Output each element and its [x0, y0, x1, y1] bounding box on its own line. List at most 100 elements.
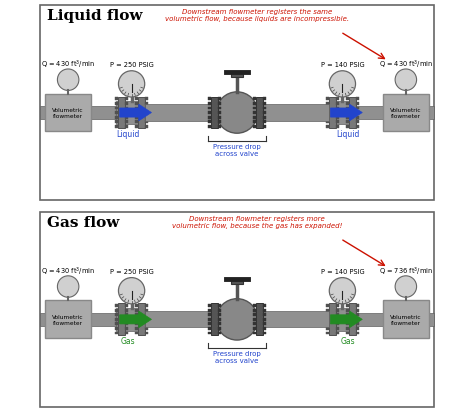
- Bar: [145, 103, 148, 106]
- Text: Downstream flowmeter registers the same
volumetric flow, because liquids are inc: Downstream flowmeter registers the same …: [165, 9, 349, 22]
- Bar: [350, 313, 383, 326]
- Bar: [326, 318, 329, 321]
- Bar: [356, 332, 359, 335]
- Bar: [356, 327, 359, 330]
- Bar: [336, 98, 339, 101]
- Bar: [346, 309, 349, 312]
- Bar: [218, 313, 221, 316]
- Bar: [346, 304, 349, 307]
- Bar: [263, 126, 266, 128]
- Bar: [329, 308, 356, 331]
- Bar: [145, 98, 148, 101]
- Bar: [346, 103, 349, 106]
- Bar: [208, 309, 211, 312]
- Bar: [346, 121, 349, 124]
- Bar: [40, 107, 46, 120]
- Text: Volumetric
flowmeter: Volumetric flowmeter: [390, 314, 421, 325]
- Bar: [135, 103, 138, 106]
- Bar: [115, 116, 118, 119]
- Bar: [326, 323, 329, 325]
- Bar: [350, 308, 356, 331]
- Bar: [138, 97, 145, 129]
- Bar: [218, 327, 221, 330]
- Bar: [125, 323, 128, 325]
- Bar: [125, 309, 128, 312]
- Bar: [135, 304, 138, 307]
- Bar: [208, 98, 211, 101]
- Bar: [115, 98, 118, 101]
- Circle shape: [118, 71, 145, 98]
- Bar: [218, 107, 221, 110]
- Bar: [336, 323, 339, 325]
- Bar: [326, 103, 329, 106]
- Text: Gas: Gas: [120, 336, 135, 345]
- Bar: [211, 97, 218, 129]
- Polygon shape: [330, 311, 362, 328]
- Bar: [145, 121, 148, 124]
- Bar: [118, 97, 125, 129]
- Text: Pressure drop
across valve: Pressure drop across valve: [213, 144, 261, 157]
- Circle shape: [118, 278, 145, 304]
- Bar: [208, 332, 211, 335]
- Bar: [263, 309, 266, 312]
- Bar: [145, 304, 148, 307]
- Bar: [125, 313, 128, 316]
- Bar: [336, 313, 339, 316]
- Bar: [356, 318, 359, 321]
- Bar: [336, 304, 339, 307]
- Bar: [116, 308, 118, 331]
- Bar: [208, 121, 211, 124]
- Bar: [115, 332, 118, 335]
- Bar: [383, 301, 428, 338]
- Bar: [253, 107, 256, 110]
- Bar: [145, 318, 148, 321]
- Circle shape: [329, 71, 356, 98]
- Bar: [40, 313, 46, 326]
- Bar: [115, 309, 118, 312]
- Text: Q = 430 ft$^3$/min: Q = 430 ft$^3$/min: [41, 265, 95, 277]
- Bar: [218, 309, 221, 312]
- Bar: [125, 332, 128, 335]
- Bar: [145, 107, 148, 110]
- Text: Gas: Gas: [341, 336, 356, 345]
- Text: P = 250 PSIG: P = 250 PSIG: [109, 268, 154, 274]
- Bar: [125, 126, 128, 128]
- Bar: [91, 313, 116, 326]
- Bar: [211, 304, 218, 335]
- Bar: [336, 112, 339, 115]
- Bar: [346, 323, 349, 325]
- Bar: [258, 105, 329, 121]
- Polygon shape: [119, 311, 152, 328]
- Bar: [356, 107, 359, 110]
- Circle shape: [395, 70, 417, 91]
- Bar: [135, 323, 138, 325]
- Bar: [263, 304, 266, 307]
- Bar: [145, 126, 148, 128]
- Bar: [138, 304, 145, 335]
- Text: Volumetric
flowmeter: Volumetric flowmeter: [53, 314, 84, 325]
- Bar: [231, 279, 243, 284]
- Polygon shape: [119, 105, 152, 121]
- Bar: [115, 107, 118, 110]
- Text: P = 140 PSIG: P = 140 PSIG: [320, 62, 364, 68]
- Bar: [125, 308, 145, 331]
- Bar: [135, 332, 138, 335]
- Bar: [135, 327, 138, 330]
- Text: Volumetric
flowmeter: Volumetric flowmeter: [390, 108, 421, 119]
- Bar: [218, 103, 221, 106]
- Bar: [135, 309, 138, 312]
- Bar: [346, 126, 349, 128]
- Bar: [135, 126, 138, 128]
- Bar: [346, 313, 349, 316]
- Bar: [356, 313, 359, 316]
- Bar: [258, 311, 329, 328]
- Bar: [145, 327, 148, 330]
- Bar: [356, 116, 359, 119]
- Bar: [218, 112, 221, 115]
- Bar: [218, 116, 221, 119]
- Text: Downstream flowmeter registers more
volumetric flow, because the gas has expande: Downstream flowmeter registers more volu…: [172, 215, 342, 228]
- Bar: [135, 98, 138, 101]
- Bar: [145, 323, 148, 325]
- Bar: [263, 323, 266, 325]
- Bar: [336, 327, 339, 330]
